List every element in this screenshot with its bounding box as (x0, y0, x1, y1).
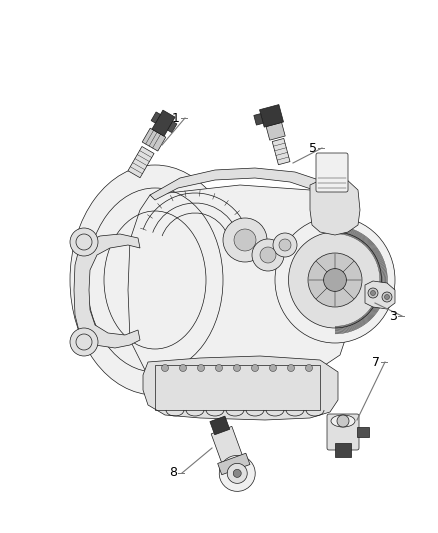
Circle shape (305, 365, 312, 372)
Bar (151, 112, 160, 123)
Circle shape (223, 218, 267, 262)
Ellipse shape (289, 232, 381, 328)
Bar (272, 139, 290, 165)
Circle shape (252, 239, 284, 271)
Polygon shape (310, 178, 360, 235)
Circle shape (234, 229, 256, 251)
Bar (210, 416, 230, 435)
Circle shape (219, 455, 255, 491)
Bar (211, 426, 245, 470)
Circle shape (260, 247, 276, 263)
Text: 1: 1 (172, 111, 180, 125)
Bar (357, 427, 369, 437)
Ellipse shape (331, 415, 355, 427)
Circle shape (180, 365, 187, 372)
Text: 3: 3 (389, 310, 397, 322)
Text: 5: 5 (309, 141, 317, 155)
Circle shape (273, 233, 297, 257)
Ellipse shape (324, 269, 346, 292)
Bar (260, 104, 283, 127)
Polygon shape (150, 168, 355, 215)
Polygon shape (74, 234, 140, 348)
Circle shape (337, 415, 349, 427)
Circle shape (251, 365, 258, 372)
Bar (142, 128, 166, 151)
Circle shape (233, 365, 240, 372)
Circle shape (269, 365, 276, 372)
Circle shape (382, 292, 392, 302)
Bar (152, 110, 175, 136)
Bar (254, 114, 263, 125)
Text: 8: 8 (169, 466, 177, 480)
Circle shape (385, 295, 389, 300)
Ellipse shape (275, 217, 395, 343)
Ellipse shape (308, 253, 362, 307)
Circle shape (233, 470, 241, 478)
Circle shape (162, 365, 169, 372)
Circle shape (368, 288, 378, 298)
Circle shape (227, 463, 247, 483)
Bar (266, 123, 285, 140)
Bar (168, 122, 177, 133)
Circle shape (70, 328, 98, 356)
Polygon shape (365, 281, 395, 309)
Circle shape (279, 239, 291, 251)
Circle shape (70, 228, 98, 256)
FancyBboxPatch shape (327, 414, 359, 450)
Bar (335, 443, 351, 457)
Circle shape (198, 365, 205, 372)
Polygon shape (128, 185, 355, 385)
Bar (218, 453, 250, 475)
Text: 7: 7 (372, 356, 380, 368)
FancyBboxPatch shape (316, 153, 348, 192)
Circle shape (371, 290, 375, 295)
Circle shape (215, 365, 223, 372)
Polygon shape (143, 356, 338, 420)
Circle shape (287, 365, 294, 372)
Bar (128, 147, 154, 177)
Ellipse shape (70, 165, 240, 395)
